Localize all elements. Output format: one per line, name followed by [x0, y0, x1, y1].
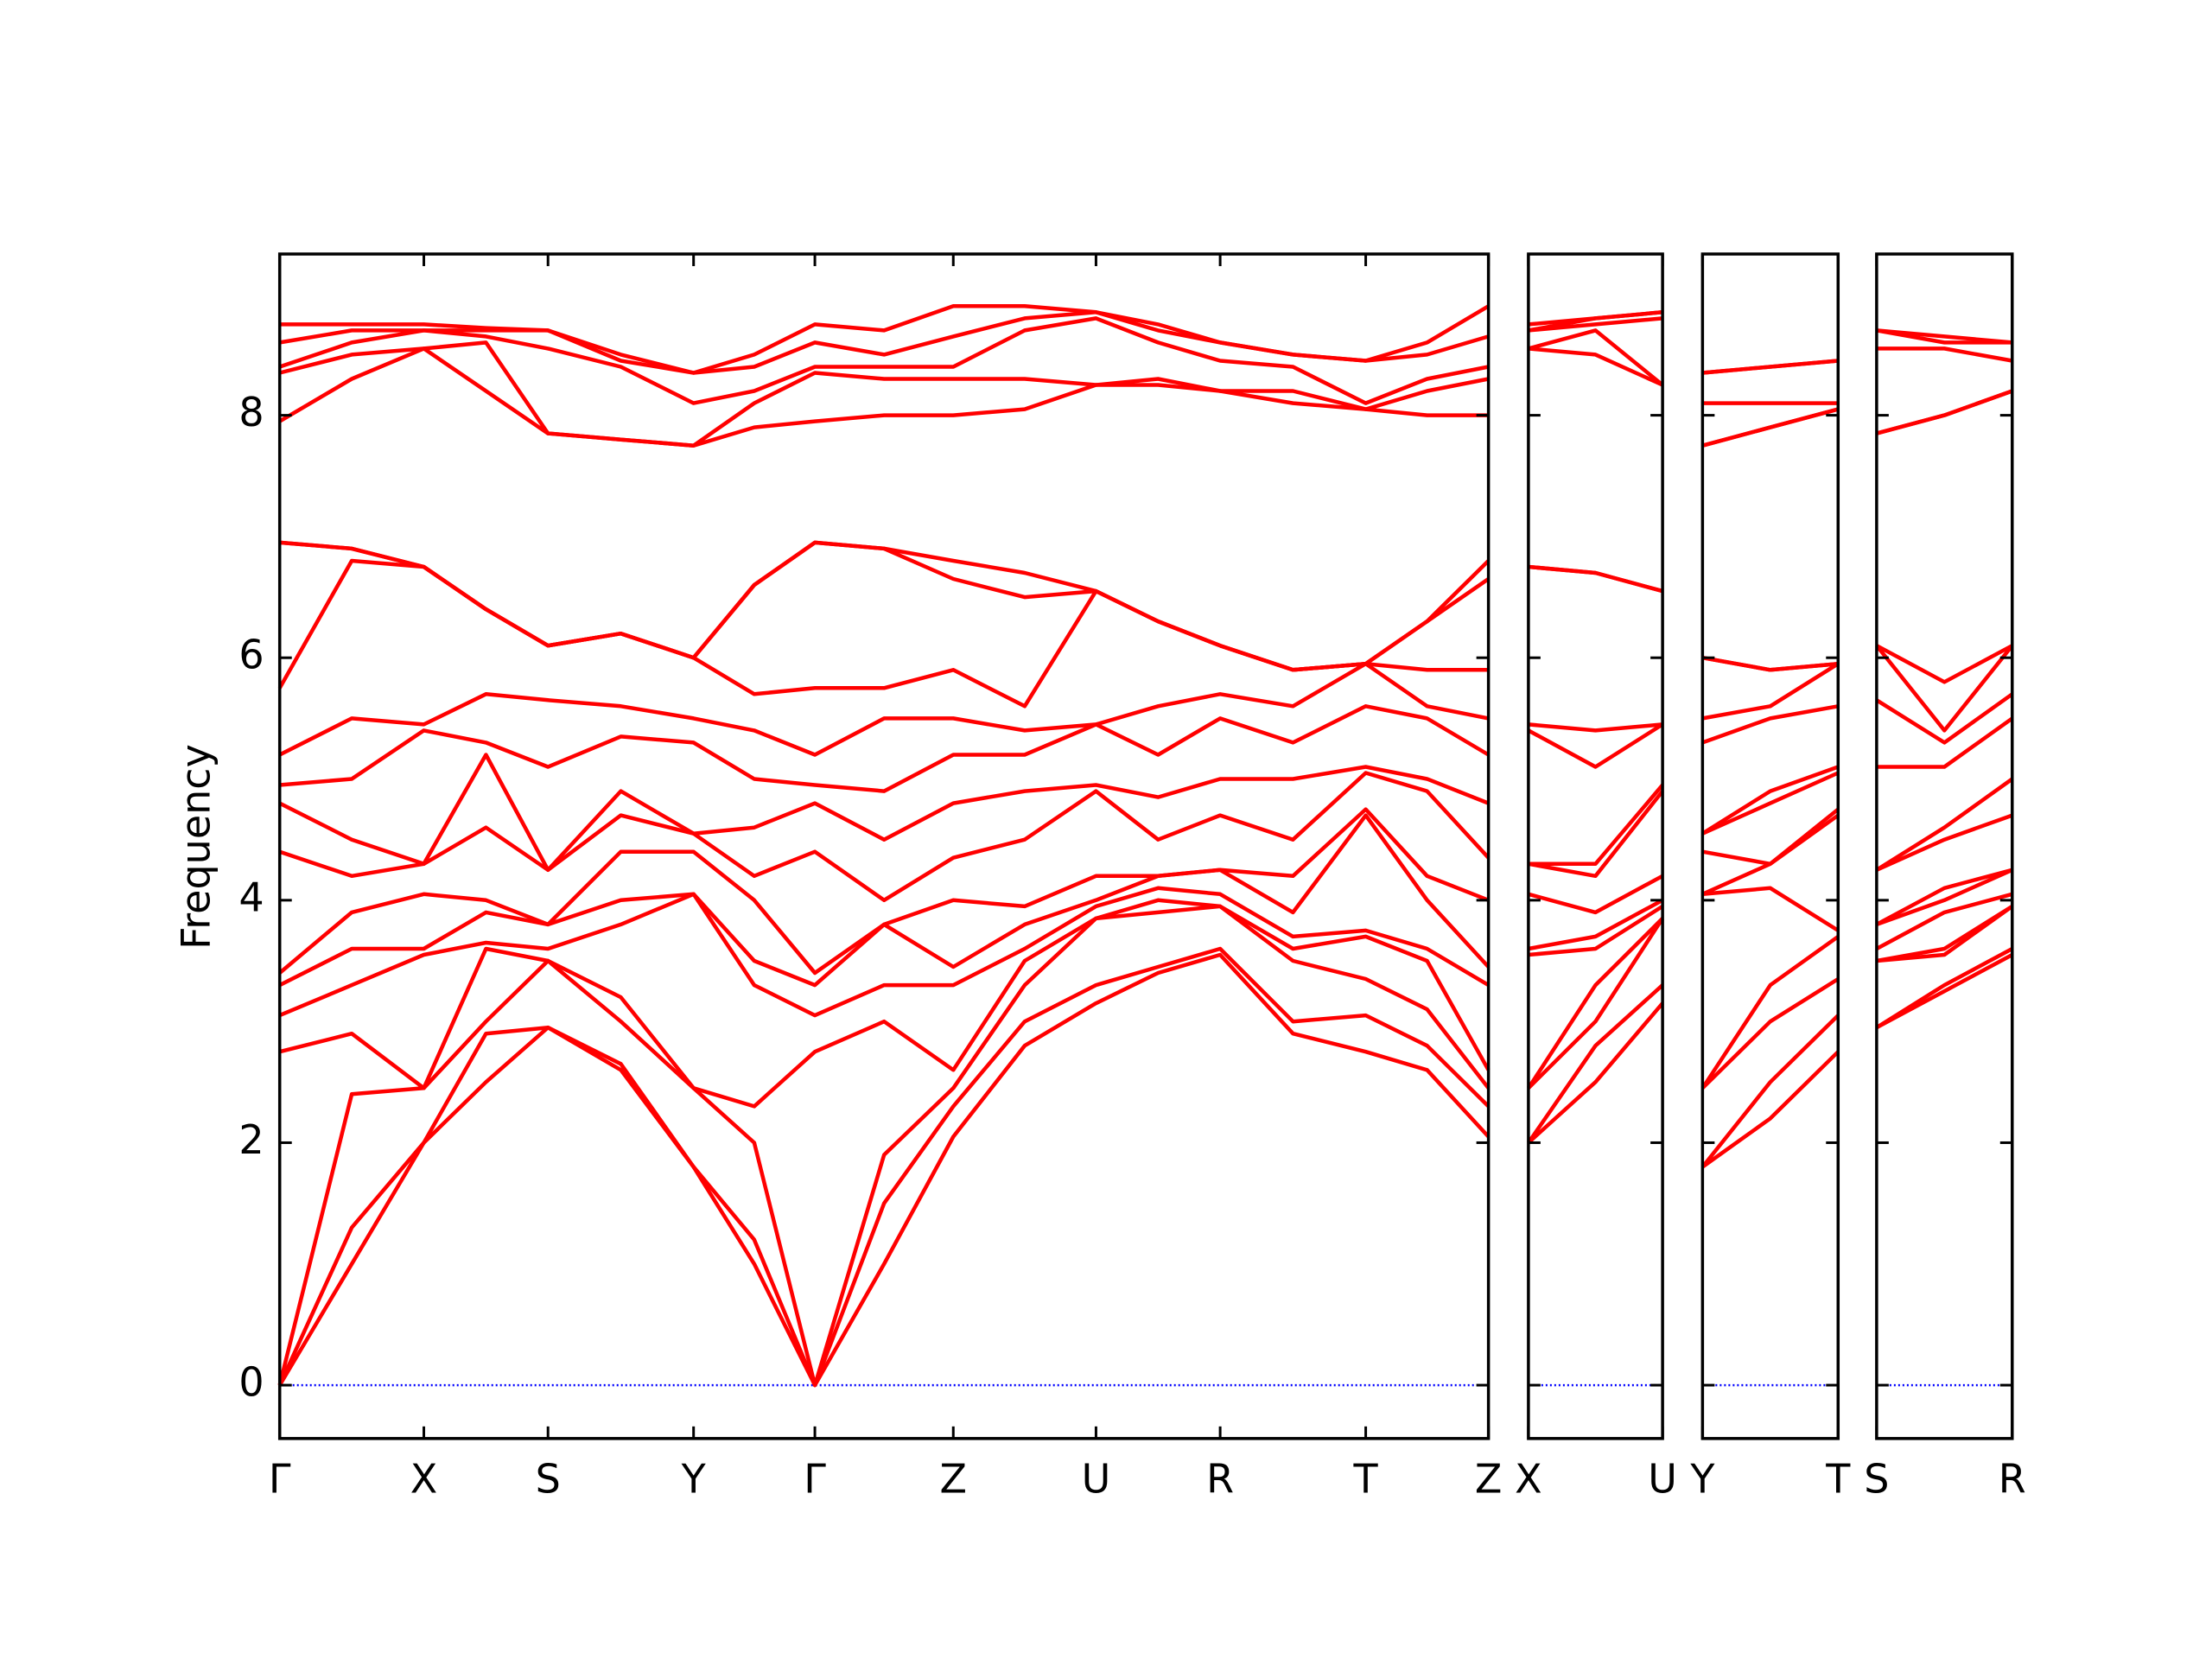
band [278, 316, 1490, 405]
band [1528, 722, 1663, 733]
band [1875, 813, 2013, 872]
band [1876, 328, 2012, 345]
x-tick-label: X [1515, 1455, 1542, 1502]
x-tick-label: Z [940, 1455, 968, 1502]
band [1527, 917, 1664, 1090]
band [1875, 947, 2013, 1030]
band [279, 304, 1490, 375]
band [1528, 346, 1664, 387]
band [1876, 346, 2013, 363]
x-tick-label: S [1864, 1455, 1889, 1502]
band [1702, 359, 1839, 375]
band [1528, 790, 1664, 879]
band [1528, 904, 1664, 957]
band [1875, 644, 2013, 684]
x-tick-label: Γ [804, 1455, 826, 1502]
x-tick-label: T [1353, 1455, 1379, 1502]
band [1701, 704, 1839, 745]
x-tick-label: X [410, 1455, 438, 1502]
x-tick-label: Y [1689, 1455, 1715, 1502]
band [1876, 328, 2012, 345]
band [1875, 692, 2014, 745]
y-tick-label: 2 [238, 1116, 264, 1163]
x-tick-label: R [1206, 1455, 1234, 1502]
band [1875, 644, 2014, 733]
band [278, 346, 1489, 448]
x-tick-label: Z [1475, 1455, 1503, 1502]
band [1528, 328, 1664, 387]
band [1528, 564, 1663, 594]
band [1702, 662, 1840, 721]
band [1528, 874, 1664, 915]
band [1700, 935, 1840, 1090]
x-tick-label: Γ [269, 1455, 291, 1502]
band [1527, 983, 1664, 1144]
band [1876, 904, 2013, 963]
band [1702, 655, 1839, 672]
band [1701, 407, 1839, 448]
band [1875, 777, 2014, 872]
band [1875, 868, 2013, 926]
x-tick-label: S [536, 1455, 561, 1502]
y-tick-label: 6 [238, 632, 264, 678]
band [278, 807, 1490, 976]
y-axis-label: Frequency [173, 744, 219, 950]
band [1875, 892, 2013, 950]
band [279, 540, 1490, 672]
band [278, 661, 1490, 757]
y-tick-label: 0 [238, 1359, 264, 1406]
band [279, 340, 1490, 448]
band [1701, 771, 1840, 836]
x-tick-label: R [1999, 1455, 2026, 1502]
band [279, 704, 1490, 793]
band [1527, 917, 1664, 1090]
x-tick-label: T [1825, 1455, 1851, 1502]
band [1701, 765, 1840, 836]
band [279, 540, 1491, 672]
x-tick-label: Y [681, 1455, 707, 1502]
band [1527, 1001, 1664, 1145]
band [1876, 868, 2013, 927]
y-tick-label: 4 [238, 874, 264, 920]
band [1702, 807, 1840, 867]
band [279, 898, 1491, 1109]
band [277, 558, 1489, 709]
band [1528, 784, 1664, 867]
band [278, 886, 1490, 1018]
axes-frame [1700, 252, 1840, 1440]
band [277, 904, 1491, 1388]
axes-frame [1527, 252, 1664, 1440]
band [278, 771, 1491, 903]
band [1702, 886, 1840, 932]
axes-frame [1875, 252, 2014, 1440]
band [1876, 716, 2014, 769]
x-tick-label: U [1648, 1455, 1677, 1502]
panel: 0 2 4 6 8 Γ X S Y Γ Z U R T Z [238, 252, 1503, 1502]
band [277, 952, 1491, 1388]
band [1528, 898, 1664, 951]
band [277, 946, 1491, 1388]
band [1701, 1050, 1840, 1169]
band [1876, 389, 2013, 435]
band [278, 753, 1490, 873]
band [1528, 310, 1663, 327]
band [279, 310, 1490, 375]
band [1527, 722, 1664, 769]
x-tick-label: U [1082, 1455, 1111, 1502]
band [1700, 1014, 1840, 1168]
axes-frame [277, 252, 1491, 1440]
band [1700, 977, 1840, 1090]
band [1528, 316, 1663, 333]
y-tick-label: 8 [238, 389, 264, 435]
